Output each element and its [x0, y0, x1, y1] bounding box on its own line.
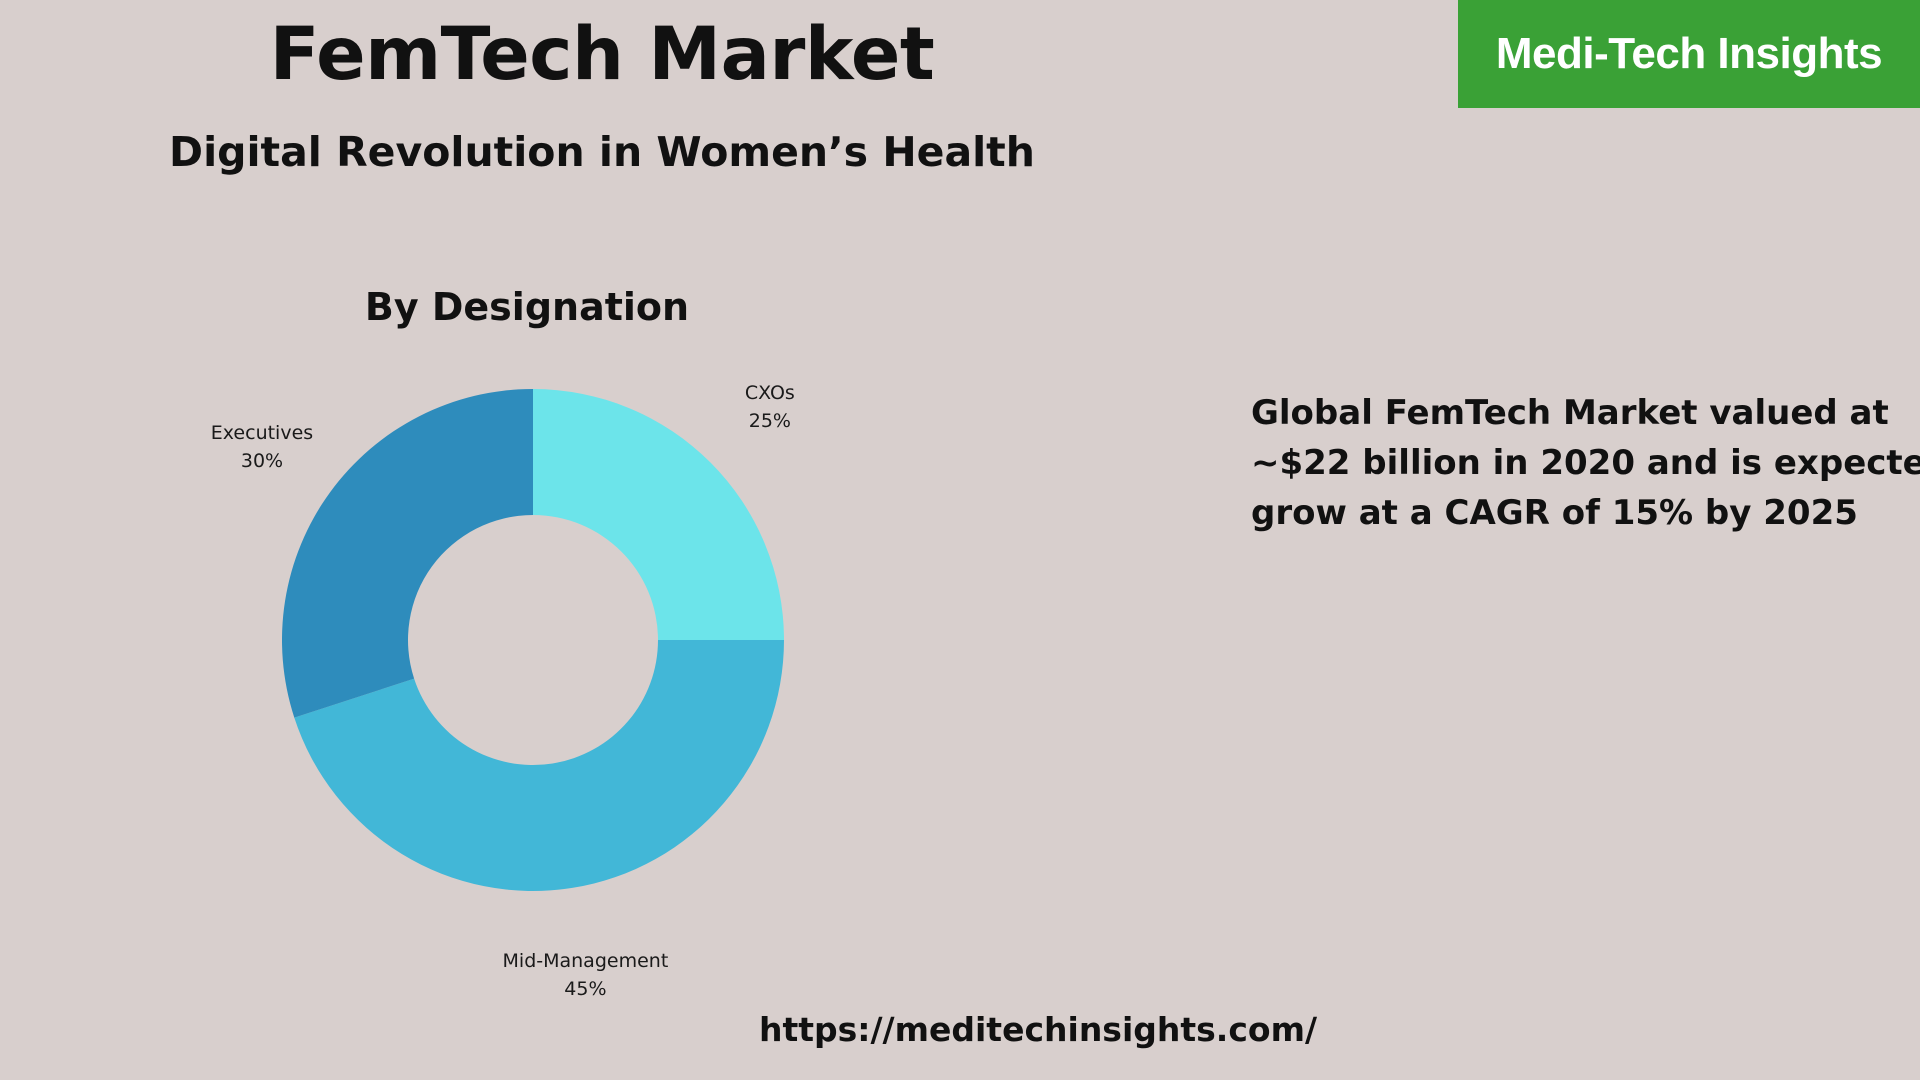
brand-name: Medi-Tech Insights — [1495, 29, 1883, 78]
brand-logo: Medi-Tech Insights — [1458, 0, 1920, 108]
page-subtitle: Digital Revolution in Women’s Health — [169, 128, 1035, 176]
footer-url[interactable]: https://meditechinsights.com/ — [758, 1010, 1318, 1049]
slice-label: Mid-Management — [503, 950, 669, 972]
stat-line: Global FemTech Market valued at — [1251, 393, 1889, 433]
donut-labels: CXOs 25% Mid-Management 45% Executives 30% — [211, 382, 795, 1000]
market-stat-text: Global FemTech Market valued at ~$22 bil… — [1251, 388, 1920, 538]
donut-slices — [282, 389, 785, 891]
slice-label: CXOs — [745, 382, 795, 404]
slice-value-label: 25% — [749, 410, 791, 432]
donut-chart: CXOs 25% Mid-Management 45% Executives 30% — [211, 382, 795, 1000]
slice-value-label: 45% — [564, 978, 606, 1000]
page-title: FemTech Market — [269, 12, 935, 97]
slice-value-label: 30% — [241, 450, 283, 472]
stat-line: grow at a CAGR of 15% by 2025 — [1251, 493, 1858, 533]
stat-line: ~$22 billion in 2020 and is expected to — [1251, 443, 1920, 483]
chart-title: By Designation — [364, 285, 690, 329]
donut-slice-mid-management — [294, 640, 785, 891]
donut-slice-executives — [282, 389, 533, 718]
donut-slice-cxos — [533, 389, 784, 640]
slice-label: Executives — [211, 422, 313, 444]
